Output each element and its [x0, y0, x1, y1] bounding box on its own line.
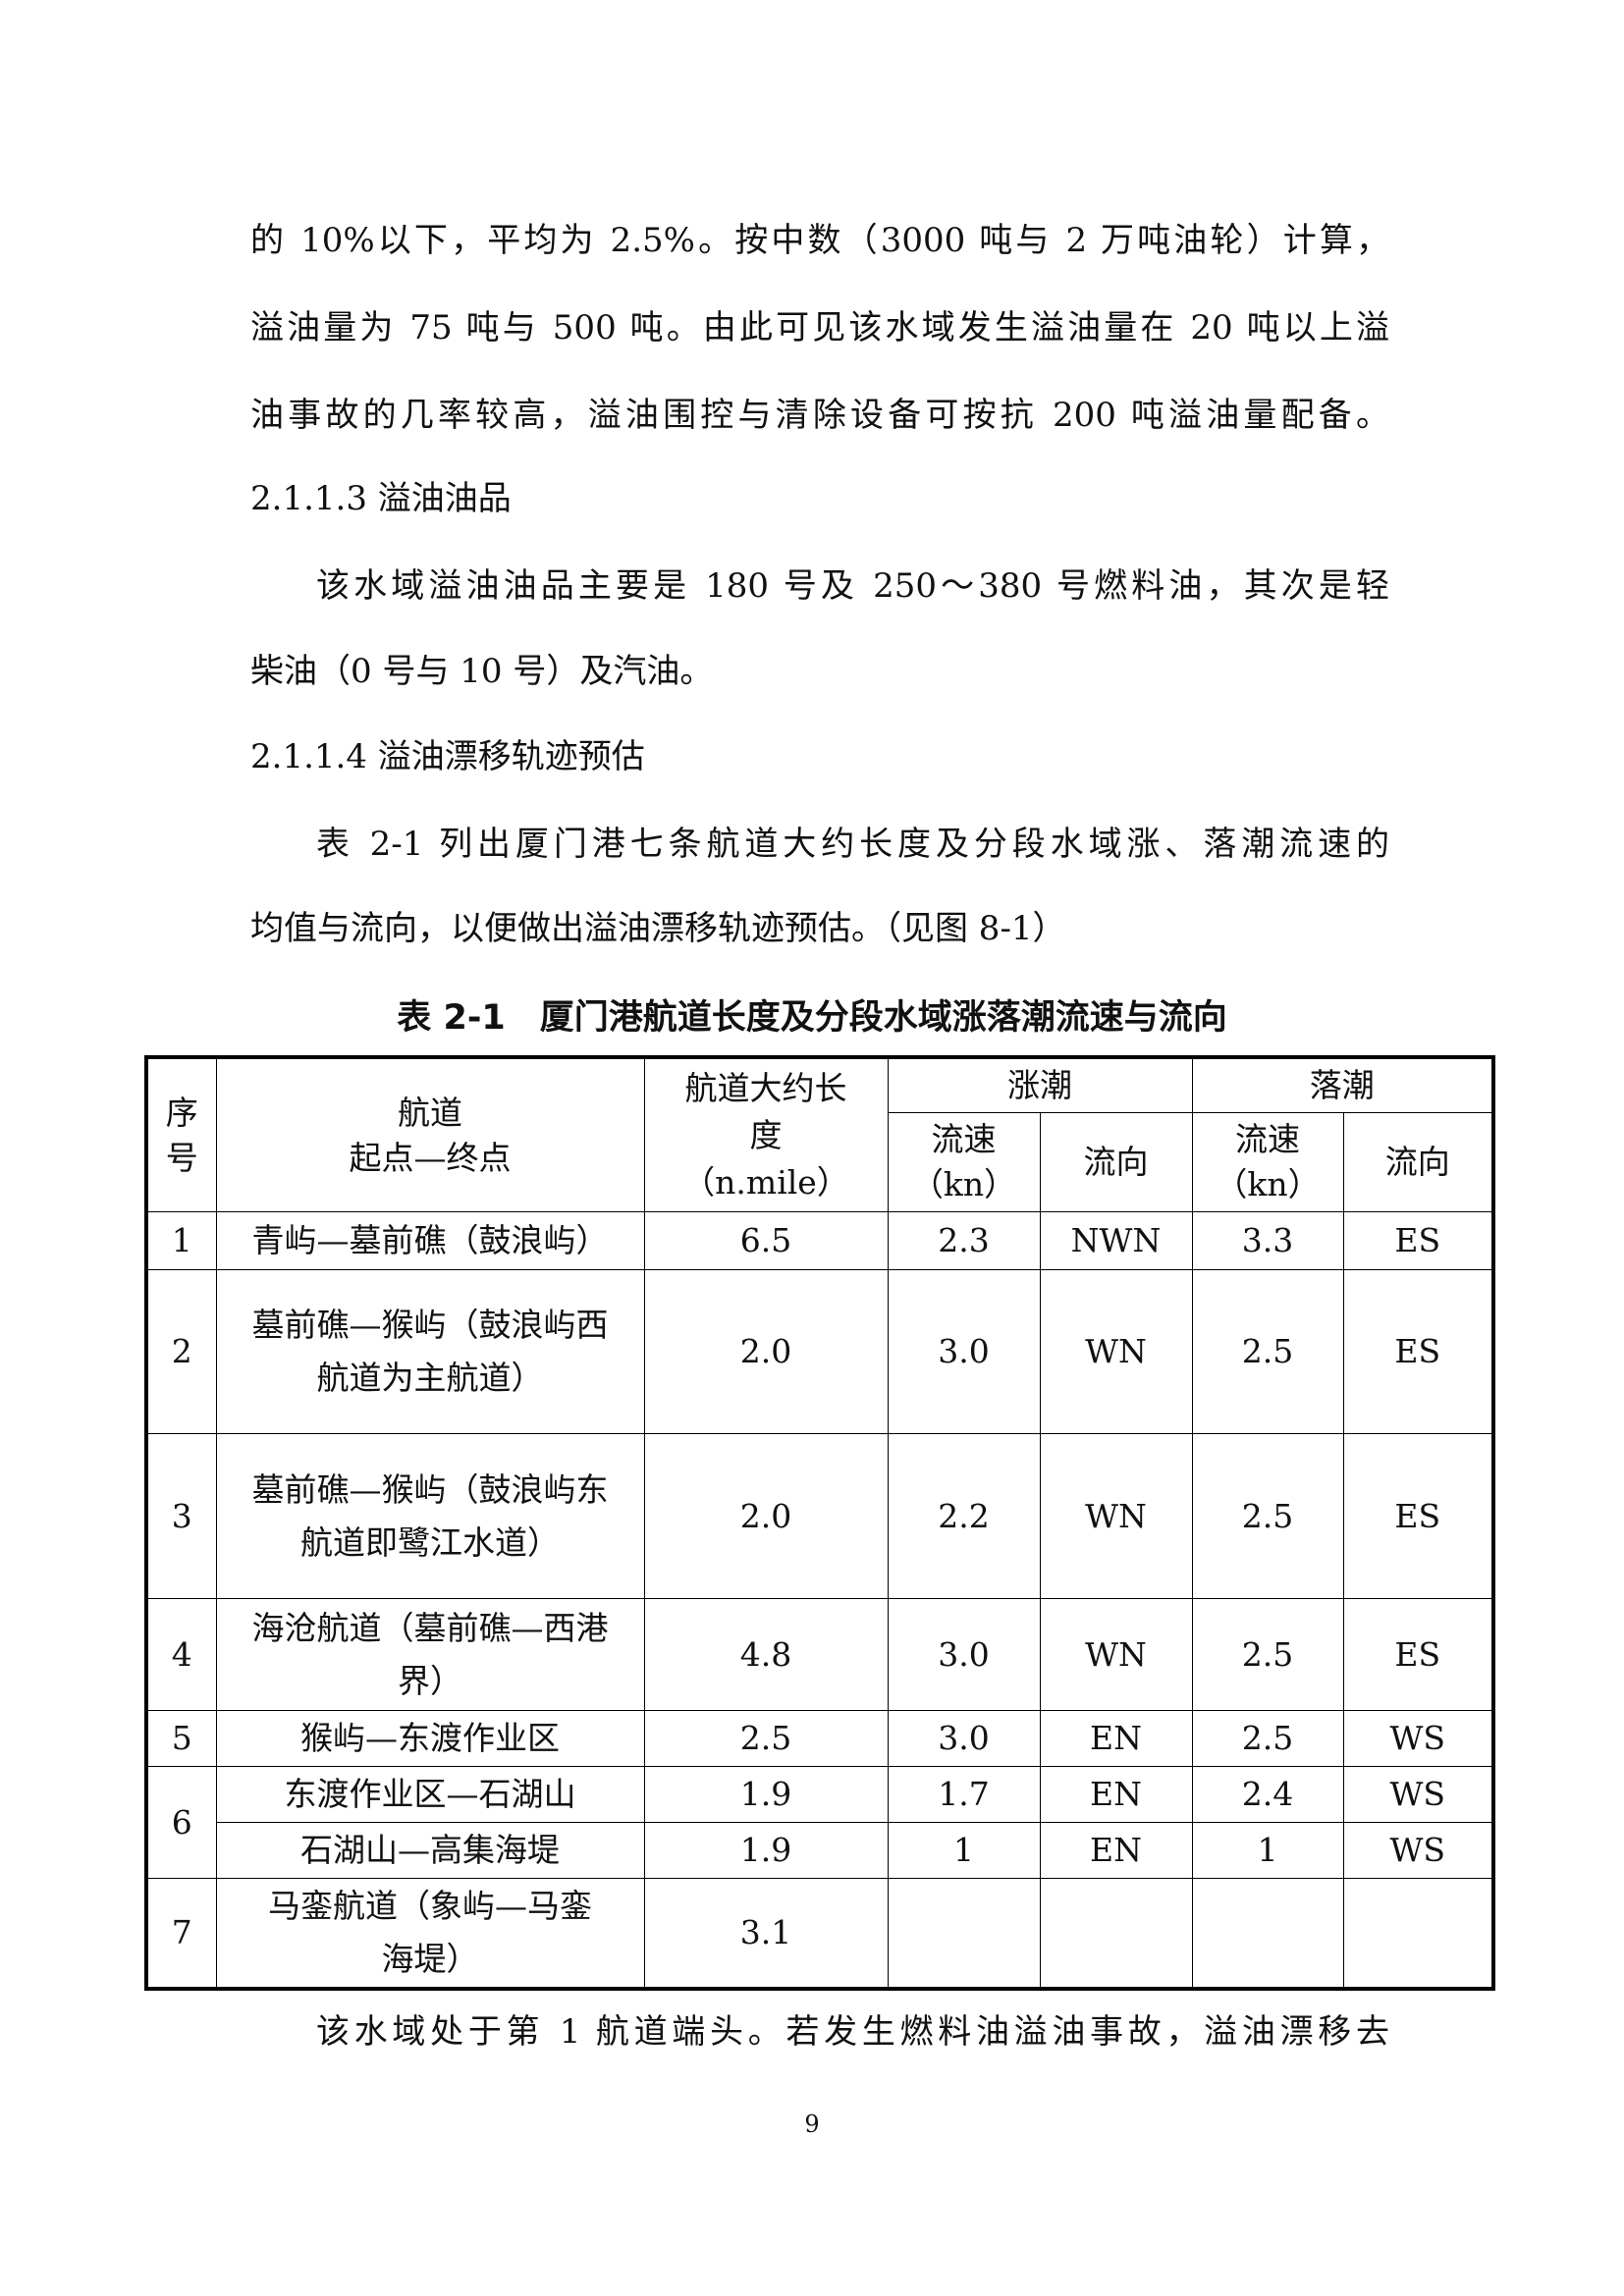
header-index: 序号 [145, 1056, 217, 1212]
cell-ebb-dir: ES [1342, 1269, 1494, 1434]
cell-ebb-dir: WS [1342, 1822, 1494, 1879]
cell-route: 青屿—墓前礁（鼓浪屿） [215, 1211, 645, 1270]
page-number: 9 [804, 2110, 820, 2138]
cell-flood-dir: NWN [1039, 1211, 1193, 1270]
cell-length: 2.5 [643, 1710, 889, 1767]
paragraph-line: 该水域处于第 1 航道端头。若发生燃料油溢油事故，溢油漂移去 [316, 2012, 1389, 2052]
table-row: 1 青屿—墓前礁（鼓浪屿） 6.5 2.3 NWN 3.3 ES [145, 1211, 1494, 1270]
cell-route: 墓前礁—猴屿（鼓浪屿西航道为主航道） [215, 1269, 645, 1434]
cell-flood-dir: WN [1039, 1269, 1193, 1434]
paragraph-line: 溢油量为 75 吨与 500 吨。由此可见该水域发生溢油量在 20 吨以上溢 [250, 308, 1389, 347]
cell-flood-speed: 3.0 [887, 1269, 1041, 1434]
header-route: 航道 起点—终点 [215, 1056, 645, 1212]
cell-length: 4.8 [643, 1598, 889, 1711]
cell-ebb-speed: 3.3 [1191, 1211, 1344, 1270]
cell-length: 6.5 [643, 1211, 889, 1270]
header-ebb-speed: 流速 （kn） [1191, 1112, 1344, 1212]
cell-ebb-dir: ES [1342, 1433, 1494, 1599]
cell-route: 猴屿—东渡作业区 [215, 1710, 645, 1767]
table-title: 表 2-1 厦门港航道长度及分段水域涨落潮流速与流向 [397, 998, 1227, 1038]
cell-route: 海沧航道（墓前礁—西港界） [215, 1598, 645, 1711]
cell-no: 4 [145, 1598, 217, 1711]
cell-flood-dir: EN [1039, 1822, 1193, 1879]
header-ebb: 落潮 [1191, 1056, 1494, 1113]
section-heading: 2.1.1.4 溢油漂移轨迹预估 [250, 737, 645, 776]
cell-flood-dir [1039, 1878, 1193, 1989]
cell-route: 马銮航道（象屿—马銮海堤） [215, 1878, 645, 1989]
section-heading: 2.1.1.3 溢油油品 [250, 479, 512, 518]
cell-ebb-speed: 2.5 [1191, 1598, 1344, 1711]
header-flood-direction: 流向 [1039, 1112, 1193, 1212]
table-row: 石湖山—高集海堤 1.9 1 EN 1 WS [146, 1822, 1494, 1879]
cell-length: 3.1 [643, 1878, 889, 1989]
cell-no: 5 [145, 1710, 217, 1767]
cell-ebb-dir: ES [1342, 1598, 1494, 1711]
cell-ebb-speed: 1 [1191, 1822, 1344, 1879]
table-row: 6 东渡作业区—石湖山 1.9 1.7 EN 2.4 WS [145, 1766, 1494, 1879]
cell-flood-speed: 2.3 [887, 1211, 1041, 1270]
cell-length: 1.9 [643, 1822, 889, 1879]
cell-route: 墓前礁—猴屿（鼓浪屿东航道即鹭江水道） [215, 1433, 645, 1599]
header-ebb-direction: 流向 [1342, 1112, 1494, 1212]
cell-length: 1.9 [643, 1766, 889, 1823]
cell-ebb-dir: ES [1342, 1211, 1494, 1270]
cell-flood-speed: 1.7 [887, 1766, 1041, 1823]
cell-flood-dir: WN [1039, 1433, 1193, 1599]
cell-length: 2.0 [643, 1433, 889, 1599]
cell-flood-speed: 1 [887, 1822, 1041, 1879]
cell-ebb-speed: 2.5 [1191, 1710, 1344, 1767]
header-length: 航道大约长度 （n.mile） [643, 1056, 889, 1212]
table-row: 7 马銮航道（象屿—马銮海堤） 3.1 [145, 1878, 1494, 1989]
cell-no: 2 [145, 1269, 217, 1434]
cell-route: 东渡作业区—石湖山 [215, 1766, 645, 1823]
channel-table: 序号 航道 起点—终点 航道大约长度 （n.mile） 涨潮 落潮 流速 （kn… [144, 1055, 1495, 1991]
table-row: 2 墓前礁—猴屿（鼓浪屿西航道为主航道） 2.0 3.0 WN 2.5 ES [145, 1269, 1494, 1434]
cell-no: 1 [145, 1211, 217, 1270]
paragraph-line: 的 10%以下，平均为 2.5%。按中数（3000 吨与 2 万吨油轮）计算， [250, 221, 1389, 260]
cell-ebb-dir: WS [1342, 1766, 1494, 1823]
table-row: 3 墓前礁—猴屿（鼓浪屿东航道即鹭江水道） 2.0 2.2 WN 2.5 ES [145, 1433, 1494, 1599]
table-row: 5 猴屿—东渡作业区 2.5 3.0 EN 2.5 WS [145, 1710, 1494, 1767]
cell-flood-dir: WN [1039, 1598, 1193, 1711]
cell-flood-speed: 3.0 [887, 1710, 1041, 1767]
cell-no: 3 [145, 1433, 217, 1599]
cell-flood-dir: EN [1039, 1710, 1193, 1767]
cell-ebb-speed: 2.5 [1191, 1433, 1344, 1599]
paragraph-line: 柴油（0 号与 10 号）及汽油。 [250, 652, 714, 691]
cell-ebb-dir: WS [1342, 1710, 1494, 1767]
cell-ebb-speed: 2.4 [1191, 1766, 1344, 1823]
paragraph-line: 均值与流向，以便做出溢油漂移轨迹预估。（见图 8-1） [250, 909, 1066, 948]
table-row: 4 海沧航道（墓前礁—西港界） 4.8 3.0 WN 2.5 ES [145, 1598, 1494, 1711]
cell-no: 6 [145, 1766, 217, 1879]
paragraph-line: 该水域溢油油品主要是 180 号及 250～380 号燃料油，其次是轻 [316, 566, 1389, 606]
cell-flood-speed [887, 1878, 1041, 1989]
cell-flood-speed: 2.2 [887, 1433, 1041, 1599]
cell-no: 7 [145, 1878, 217, 1989]
paragraph-line: 表 2-1 列出厦门港七条航道大约长度及分段水域涨、落潮流速的 [316, 825, 1389, 864]
cell-flood-speed: 3.0 [887, 1598, 1041, 1711]
cell-ebb-dir [1342, 1878, 1494, 1989]
cell-route: 石湖山—高集海堤 [215, 1822, 645, 1879]
cell-ebb-speed [1191, 1878, 1344, 1989]
cell-ebb-speed: 2.5 [1191, 1269, 1344, 1434]
cell-length: 2.0 [643, 1269, 889, 1434]
header-flood-speed: 流速 （kn） [887, 1112, 1041, 1212]
header-flood: 涨潮 [887, 1056, 1193, 1113]
cell-flood-dir: EN [1039, 1766, 1193, 1823]
paragraph-line: 油事故的几率较高，溢油围控与清除设备可按抗 200 吨溢油量配备。 [250, 396, 1389, 435]
